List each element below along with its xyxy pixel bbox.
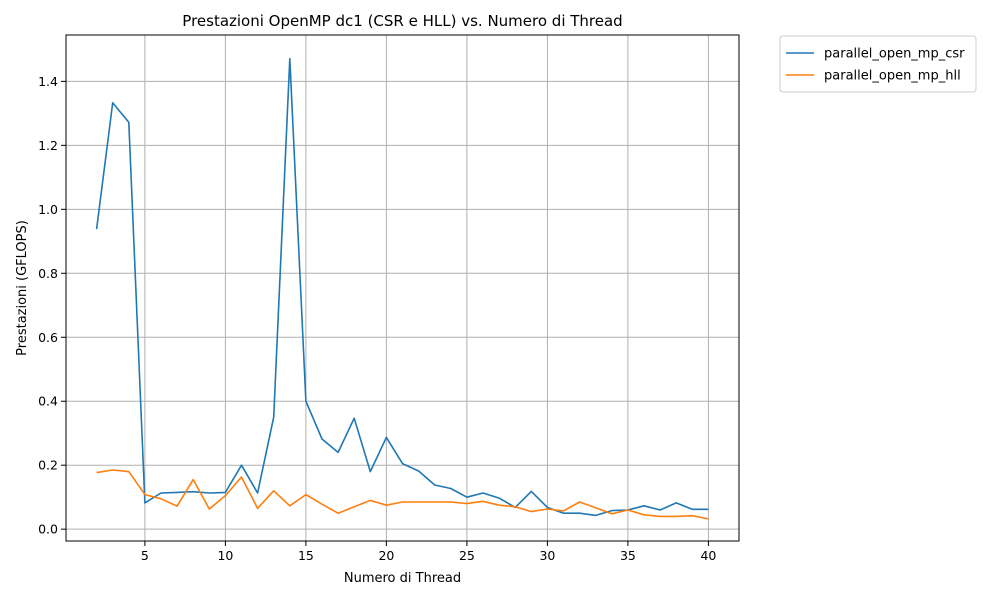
y-tick-label: 1.4 <box>38 74 58 89</box>
series-lines <box>95 57 709 520</box>
chart-title: Prestazioni OpenMP dc1 (CSR e HLL) vs. N… <box>182 12 622 30</box>
axis-ticks: 5 10 15 20 25 30 35 40 0.0 0.2 0.4 0.6 0.8 1.0 1.2 1.4 <box>38 74 716 563</box>
x-tick-label: 30 <box>539 548 555 563</box>
x-tick-label: 25 <box>459 548 475 563</box>
x-tick-label: 40 <box>700 548 716 563</box>
x-tick-label: 5 <box>141 548 149 563</box>
legend-box <box>779 35 977 93</box>
x-tick-label: 10 <box>217 548 233 563</box>
y-axis-label: Prestazioni (GFLOPS) <box>15 220 30 356</box>
plot-frame <box>65 34 740 542</box>
x-tick-label: 35 <box>620 548 636 563</box>
series-line-parallel-open-mp-hll <box>96 469 709 520</box>
legend-entry: parallel_open_mp_csr <box>824 47 965 62</box>
y-tick-label: 0.6 <box>38 330 58 345</box>
legend: parallel_open_mp_csr parallel_open_mp_hll <box>779 35 977 93</box>
y-tick-label: 0.4 <box>38 394 58 409</box>
y-tick-label: 0.2 <box>38 458 58 473</box>
legend-entry: parallel_open_mp_hll <box>824 69 961 84</box>
x-tick-label: 15 <box>298 548 314 563</box>
grid-lines <box>66 35 739 541</box>
y-tick-label: 0.8 <box>38 266 58 281</box>
series-line-parallel-open-mp-csr <box>95 57 709 517</box>
y-tick-label: 1.0 <box>38 202 58 217</box>
y-tick-label: 0.0 <box>38 522 58 537</box>
y-tick-label: 1.2 <box>38 138 58 153</box>
x-axis-label: Numero di Thread <box>344 571 461 586</box>
x-tick-label: 20 <box>378 548 394 563</box>
